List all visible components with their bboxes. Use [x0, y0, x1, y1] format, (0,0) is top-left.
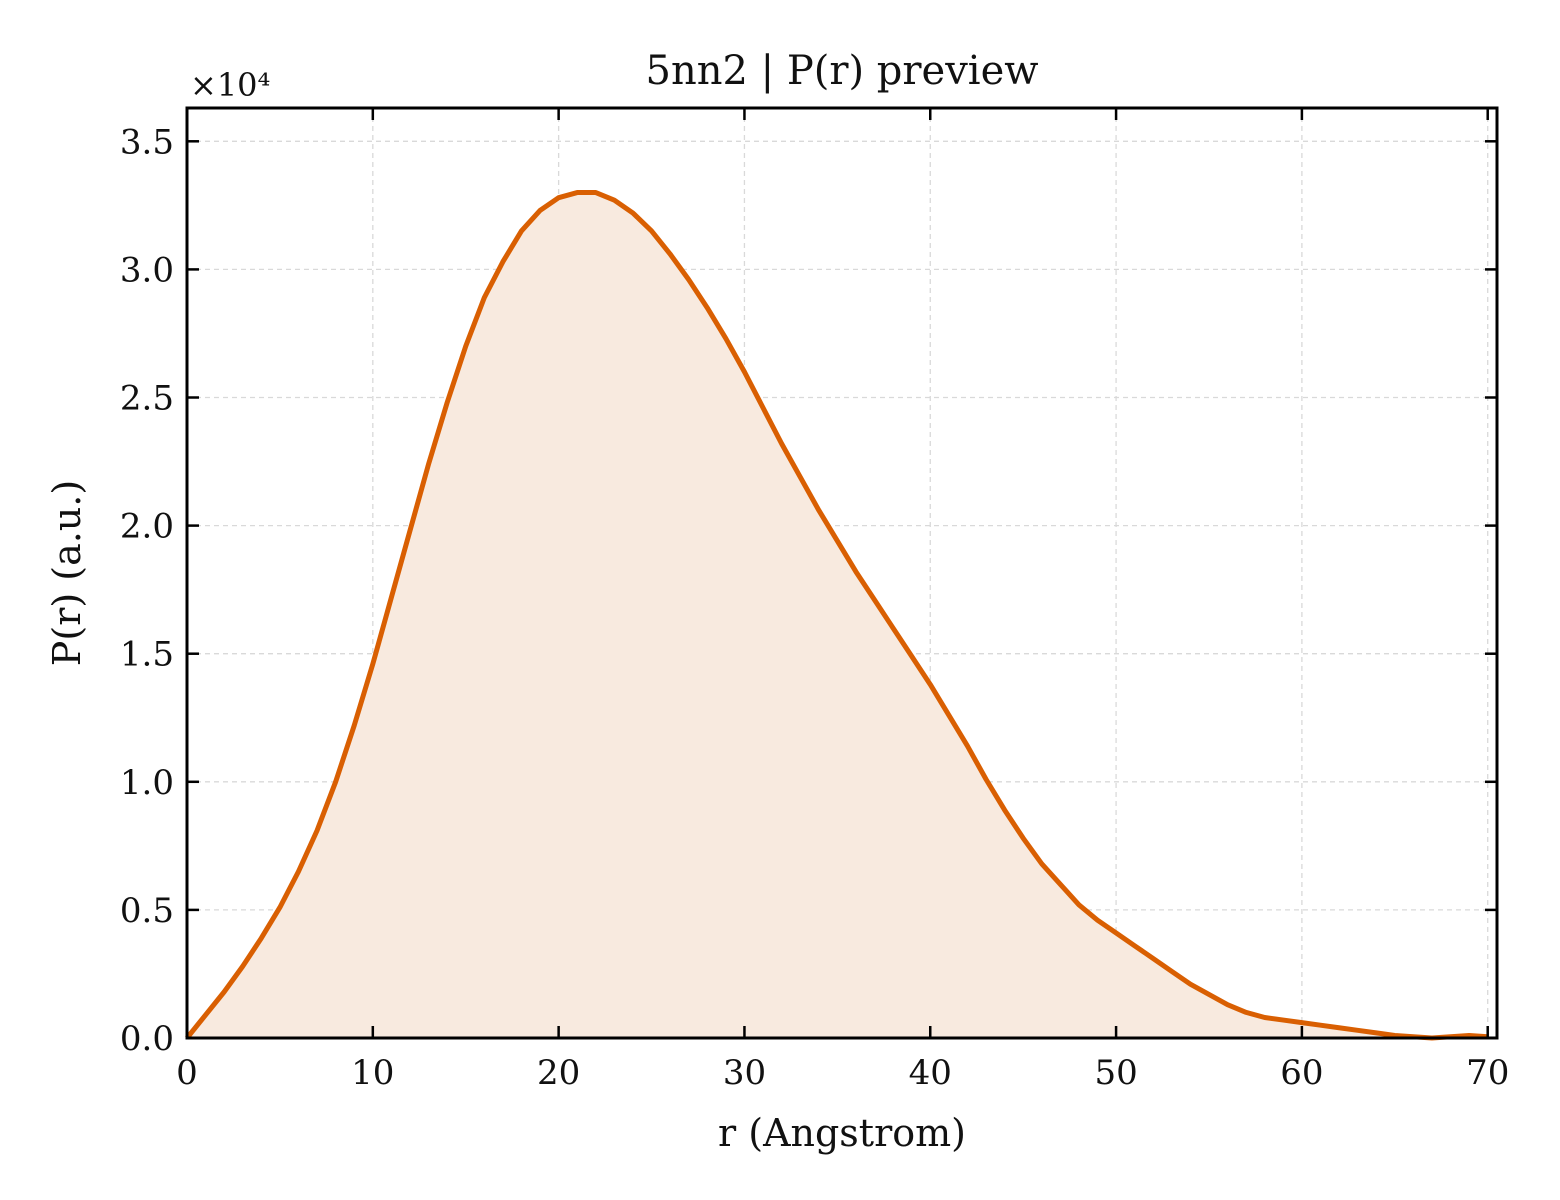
- x-tick-label: 60: [1280, 1053, 1323, 1093]
- chart-title: 5nn2 | P(r) preview: [646, 48, 1039, 94]
- y-tick-label: 2.0: [120, 507, 174, 547]
- y-tick-label: 2.5: [120, 379, 174, 419]
- x-axis-label: r (Angstrom): [718, 1111, 966, 1155]
- y-axis-label: P(r) (a.u.): [45, 480, 89, 666]
- ticks: 0 10 20 30 40 50 60 70 0.0 0.5 1.0 1.5 2.0 2.5 3.0 3.5: [120, 108, 1509, 1093]
- area-fill: [187, 192, 1488, 1039]
- x-tick-label: 40: [909, 1053, 952, 1093]
- y-tick-label: 0.0: [120, 1019, 174, 1059]
- y-tick-label: 1.0: [120, 763, 174, 803]
- x-tick-label: 50: [1094, 1053, 1137, 1093]
- y-tick-label: 1.5: [120, 635, 174, 675]
- y-tick-label: 0.5: [120, 891, 174, 931]
- x-tick-label: 70: [1466, 1053, 1509, 1093]
- x-tick-label: 0: [176, 1053, 198, 1093]
- x-tick-label: 30: [723, 1053, 766, 1093]
- plot-frame: [185, 106, 1499, 1040]
- y-tick-label: 3.5: [120, 122, 174, 162]
- y-tick-label: 3.0: [120, 250, 174, 290]
- series-line: [185, 190, 1488, 1041]
- y-multiplier-label: ×10⁴: [190, 66, 270, 104]
- x-tick-label: 10: [351, 1053, 394, 1093]
- x-tick-label: 20: [537, 1053, 580, 1093]
